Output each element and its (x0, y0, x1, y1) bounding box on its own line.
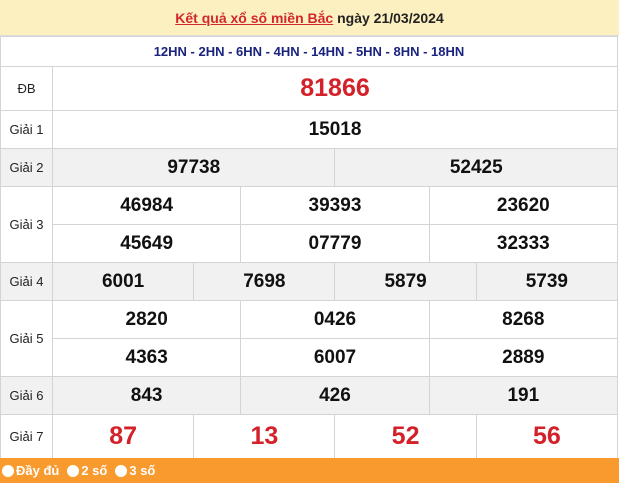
prize-label: Giải 3 (0, 186, 53, 263)
prize-row-g2: Giải 2 97738 52425 (0, 148, 618, 187)
prize-row-g7: Giải 7 87 13 52 56 (0, 414, 619, 459)
prize-label: Giải 7 (0, 414, 53, 459)
option-label: Đầy đủ (16, 463, 60, 478)
prize-number: 2889 (428, 338, 619, 377)
prize-number: 843 (51, 376, 242, 415)
option-2-digits[interactable]: 2 số (67, 458, 107, 483)
results-title-link[interactable]: Kết quả xổ số miền Bắc (175, 10, 334, 26)
draw-codes: 12HN - 2HN - 6HN - 4HN - 14HN - 5HN - 8H… (0, 36, 618, 67)
prize-number: 39393 (240, 186, 430, 225)
option-full[interactable]: Đầy đủ (2, 458, 59, 483)
prize-label: Giải 4 (0, 262, 53, 301)
display-options: Đầy đủ 2 số 3 số (0, 458, 619, 483)
codes-row: 12HN - 2HN - 6HN - 4HN - 14HN - 5HN - 8H… (0, 36, 618, 67)
option-3-digits[interactable]: 3 số (115, 458, 155, 483)
prize-row-g5: Giải 5 2820 0426 8268 (0, 300, 619, 377)
prize-number: 191 (428, 376, 619, 415)
prize-label: Giải 2 (0, 148, 53, 187)
prize-number: 23620 (428, 186, 619, 225)
prize-number: 13 (193, 414, 336, 459)
prize-row-g6: Giải 6 843 426 191 (0, 376, 619, 415)
prize-number: 15018 (52, 110, 618, 149)
results-header: Kết quả xổ số miền Bắc ngày 21/03/2024 (0, 0, 619, 36)
prize-row-g3: Giải 3 46984 39393 23620 (0, 186, 619, 263)
radio-icon[interactable] (67, 464, 80, 477)
prize-label: Giải 1 (0, 110, 53, 149)
radio-icon[interactable] (2, 464, 14, 477)
prize-row-db: ĐB 81866 (0, 66, 618, 111)
prize-number: 426 (240, 376, 430, 415)
prize-number: 7698 (193, 262, 336, 301)
prize-label: Giải 5 (0, 300, 53, 377)
prize-number: 52425 (334, 148, 618, 187)
prize-number: 56 (475, 414, 619, 459)
prize-label: Giải 6 (0, 376, 53, 415)
prize-number: 97738 (51, 148, 336, 187)
prize-row-g3b: 45649 07779 32333 (1, 224, 619, 263)
prize-number: 81866 (52, 66, 618, 111)
prize-number: 45649 (51, 224, 242, 263)
prize-row-g4: Giải 4 6001 7698 5879 5739 (0, 262, 619, 301)
prize-number: 07779 (240, 224, 430, 263)
prize-number: 0426 (240, 300, 430, 339)
prize-number: 5879 (334, 262, 477, 301)
prize-number: 6007 (240, 338, 430, 377)
option-label: 2 số (81, 463, 108, 478)
prize-number: 8268 (428, 300, 619, 339)
prize-number: 32333 (428, 224, 619, 263)
prize-number: 6001 (51, 262, 195, 301)
results-table: 12HN - 2HN - 6HN - 4HN - 14HN - 5HN - 8H… (0, 36, 619, 459)
prize-number: 2820 (51, 300, 242, 339)
prize-number: 46984 (51, 186, 242, 225)
prize-number: 52 (334, 414, 477, 459)
prize-number: 5739 (475, 262, 619, 301)
prize-row-g1: Giải 1 15018 (0, 110, 618, 149)
prize-row-g5b: 4363 6007 2889 (1, 338, 619, 377)
prize-label: ĐB (0, 66, 53, 111)
option-label: 3 số (129, 463, 156, 478)
prize-number: 4363 (51, 338, 242, 377)
prize-number: 87 (51, 414, 195, 459)
results-date: ngày 21/03/2024 (333, 10, 444, 26)
radio-icon[interactable] (115, 464, 128, 477)
